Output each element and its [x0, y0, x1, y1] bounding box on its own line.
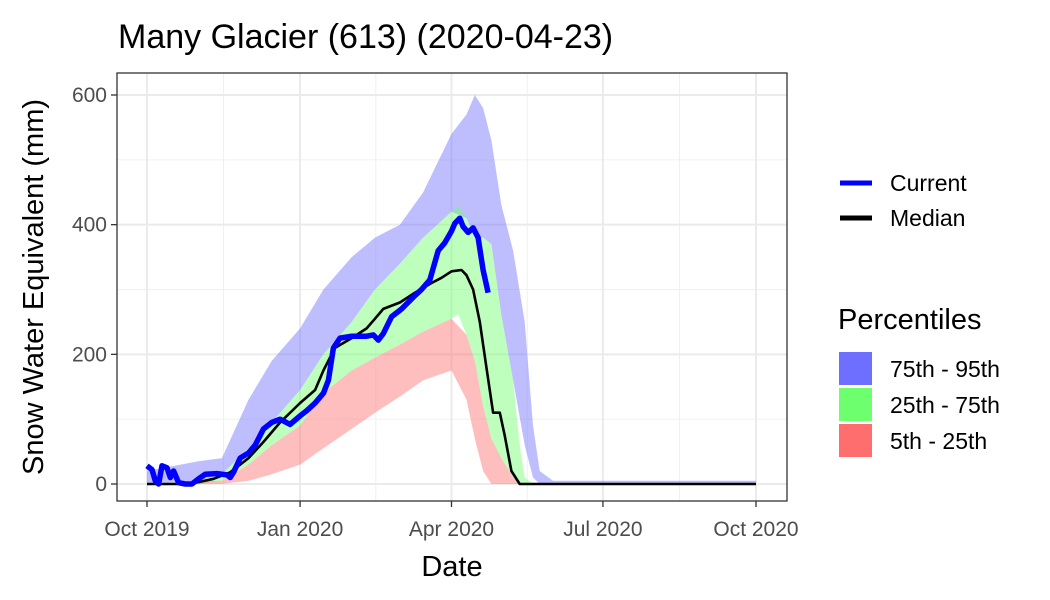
band-75th-95th	[147, 95, 756, 484]
y-axis-title: Snow Water Equivalent (mm)	[18, 99, 50, 475]
legend-swatch-75th-95th	[839, 352, 872, 385]
legend-label-5th-25th: 5th - 25th	[890, 428, 987, 454]
legend-label-median: Median	[890, 205, 965, 231]
x-tick-label: Oct 2020	[713, 518, 798, 541]
line-median	[147, 268, 756, 486]
y-axis: 0 200 400 600	[72, 84, 117, 496]
legend-swatch-5th-25th	[839, 424, 872, 457]
y-tick-label: 600	[72, 84, 107, 107]
band-5th-25th	[147, 318, 756, 484]
series-lines	[145, 215, 756, 487]
legend-label-25th-75th: 25th - 75th	[890, 392, 1000, 418]
y-tick-label: 400	[72, 214, 107, 237]
legend-percentiles: 75th - 95th 25th - 75th 5th - 25th	[839, 352, 1000, 457]
legend-swatch-25th-75th	[839, 388, 872, 421]
y-tick-label: 200	[72, 343, 107, 366]
legend: Current Median Percentiles 75th - 95th 25t…	[838, 170, 1000, 457]
x-axis: Oct 2019 Jan 2020 Apr 2020 Jul 2020 Oct 2020	[104, 501, 799, 541]
legend-lines: Current Median	[840, 170, 967, 231]
legend-label-current: Current	[890, 170, 967, 196]
x-tick-label: Jul 2020	[563, 518, 642, 541]
legend-label-75th-95th: 75th - 95th	[890, 356, 1000, 382]
line-current	[145, 215, 491, 487]
x-tick-label: Apr 2020	[409, 518, 494, 541]
x-axis-title: Date	[421, 551, 482, 583]
y-tick-label: 0	[95, 473, 107, 496]
legend-title-percentiles: Percentiles	[838, 304, 981, 336]
x-tick-label: Oct 2019	[104, 518, 189, 541]
chart-title: Many Glacier (613) (2020-04-23)	[118, 18, 613, 56]
x-tick-label: Jan 2020	[257, 518, 343, 541]
